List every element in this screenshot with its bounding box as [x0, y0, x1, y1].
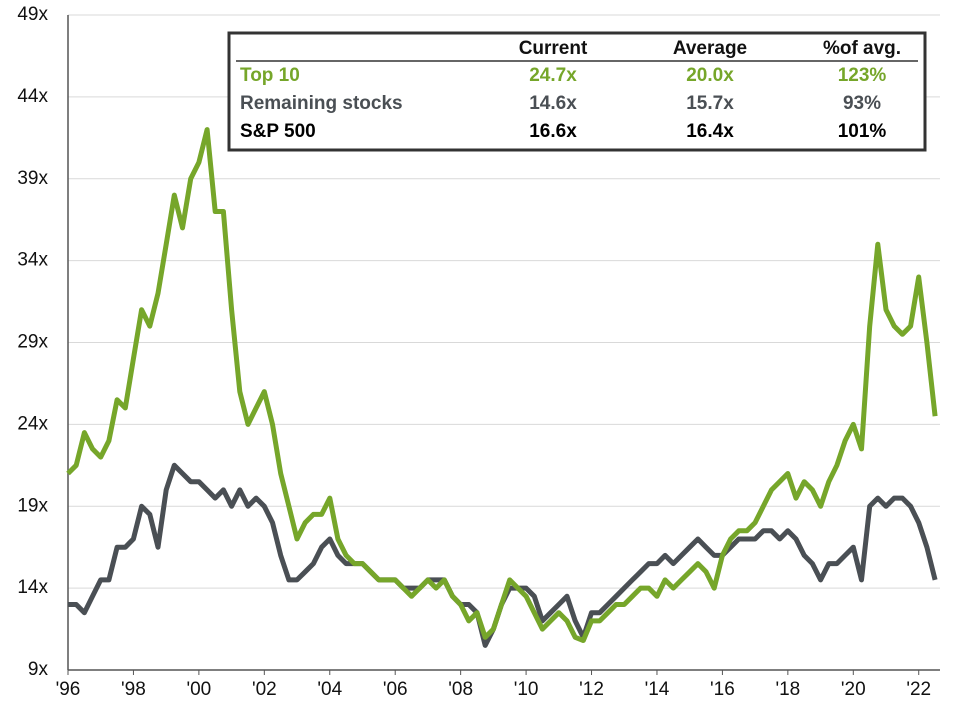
y-tick-label: 49x — [17, 4, 48, 25]
table-cell: 15.7x — [686, 93, 734, 114]
x-tick-label: '22 — [906, 679, 931, 700]
table-cell: 16.6x — [529, 121, 577, 142]
y-tick-label: 29x — [17, 332, 48, 353]
table-cell: 101% — [838, 121, 887, 142]
series-line — [68, 462, 938, 648]
table-cell: 24.7x — [529, 65, 577, 86]
x-tick-label: '20 — [841, 679, 866, 700]
table-cell: 20.0x — [686, 65, 734, 86]
x-tick-label: '02 — [252, 679, 277, 700]
x-tick-label: '98 — [121, 679, 146, 700]
x-tick-label: '08 — [448, 679, 473, 700]
y-tick-label: 34x — [17, 250, 48, 271]
x-tick-label: '04 — [317, 679, 342, 700]
series-line — [66, 127, 938, 643]
x-tick-label: '06 — [383, 679, 408, 700]
table-cell: 123% — [838, 65, 887, 86]
x-tick-label: '00 — [186, 679, 211, 700]
y-tick-label: 24x — [17, 413, 48, 434]
row-label: Top 10 — [240, 65, 300, 86]
x-tick-label: '16 — [710, 679, 735, 700]
column-header: Average — [673, 38, 747, 59]
x-tick-label: '12 — [579, 679, 604, 700]
column-header: Current — [519, 38, 588, 59]
y-tick-label: 14x — [17, 577, 48, 598]
row-label: S&P 500 — [240, 121, 316, 142]
x-tick-label: '96 — [56, 679, 81, 700]
summary-table: Current Average %of avg. Top 10 24.7x 20.0x 12… — [227, 31, 927, 152]
y-tick-label: 44x — [17, 86, 48, 107]
y-tick-label: 39x — [17, 168, 48, 189]
x-tick-label: '14 — [645, 679, 670, 700]
row-label: Remaining stocks — [240, 93, 403, 114]
x-tick-label: '10 — [514, 679, 539, 700]
table-cell: 16.4x — [686, 121, 734, 142]
table-cell: 93% — [843, 93, 881, 114]
x-tick-label: '18 — [775, 679, 800, 700]
y-tick-label: 19x — [17, 495, 48, 516]
table-cell: 14.6x — [529, 93, 577, 114]
column-header: %of avg. — [823, 38, 901, 59]
y-tick-label: 9x — [28, 659, 49, 680]
table-box — [227, 31, 927, 152]
